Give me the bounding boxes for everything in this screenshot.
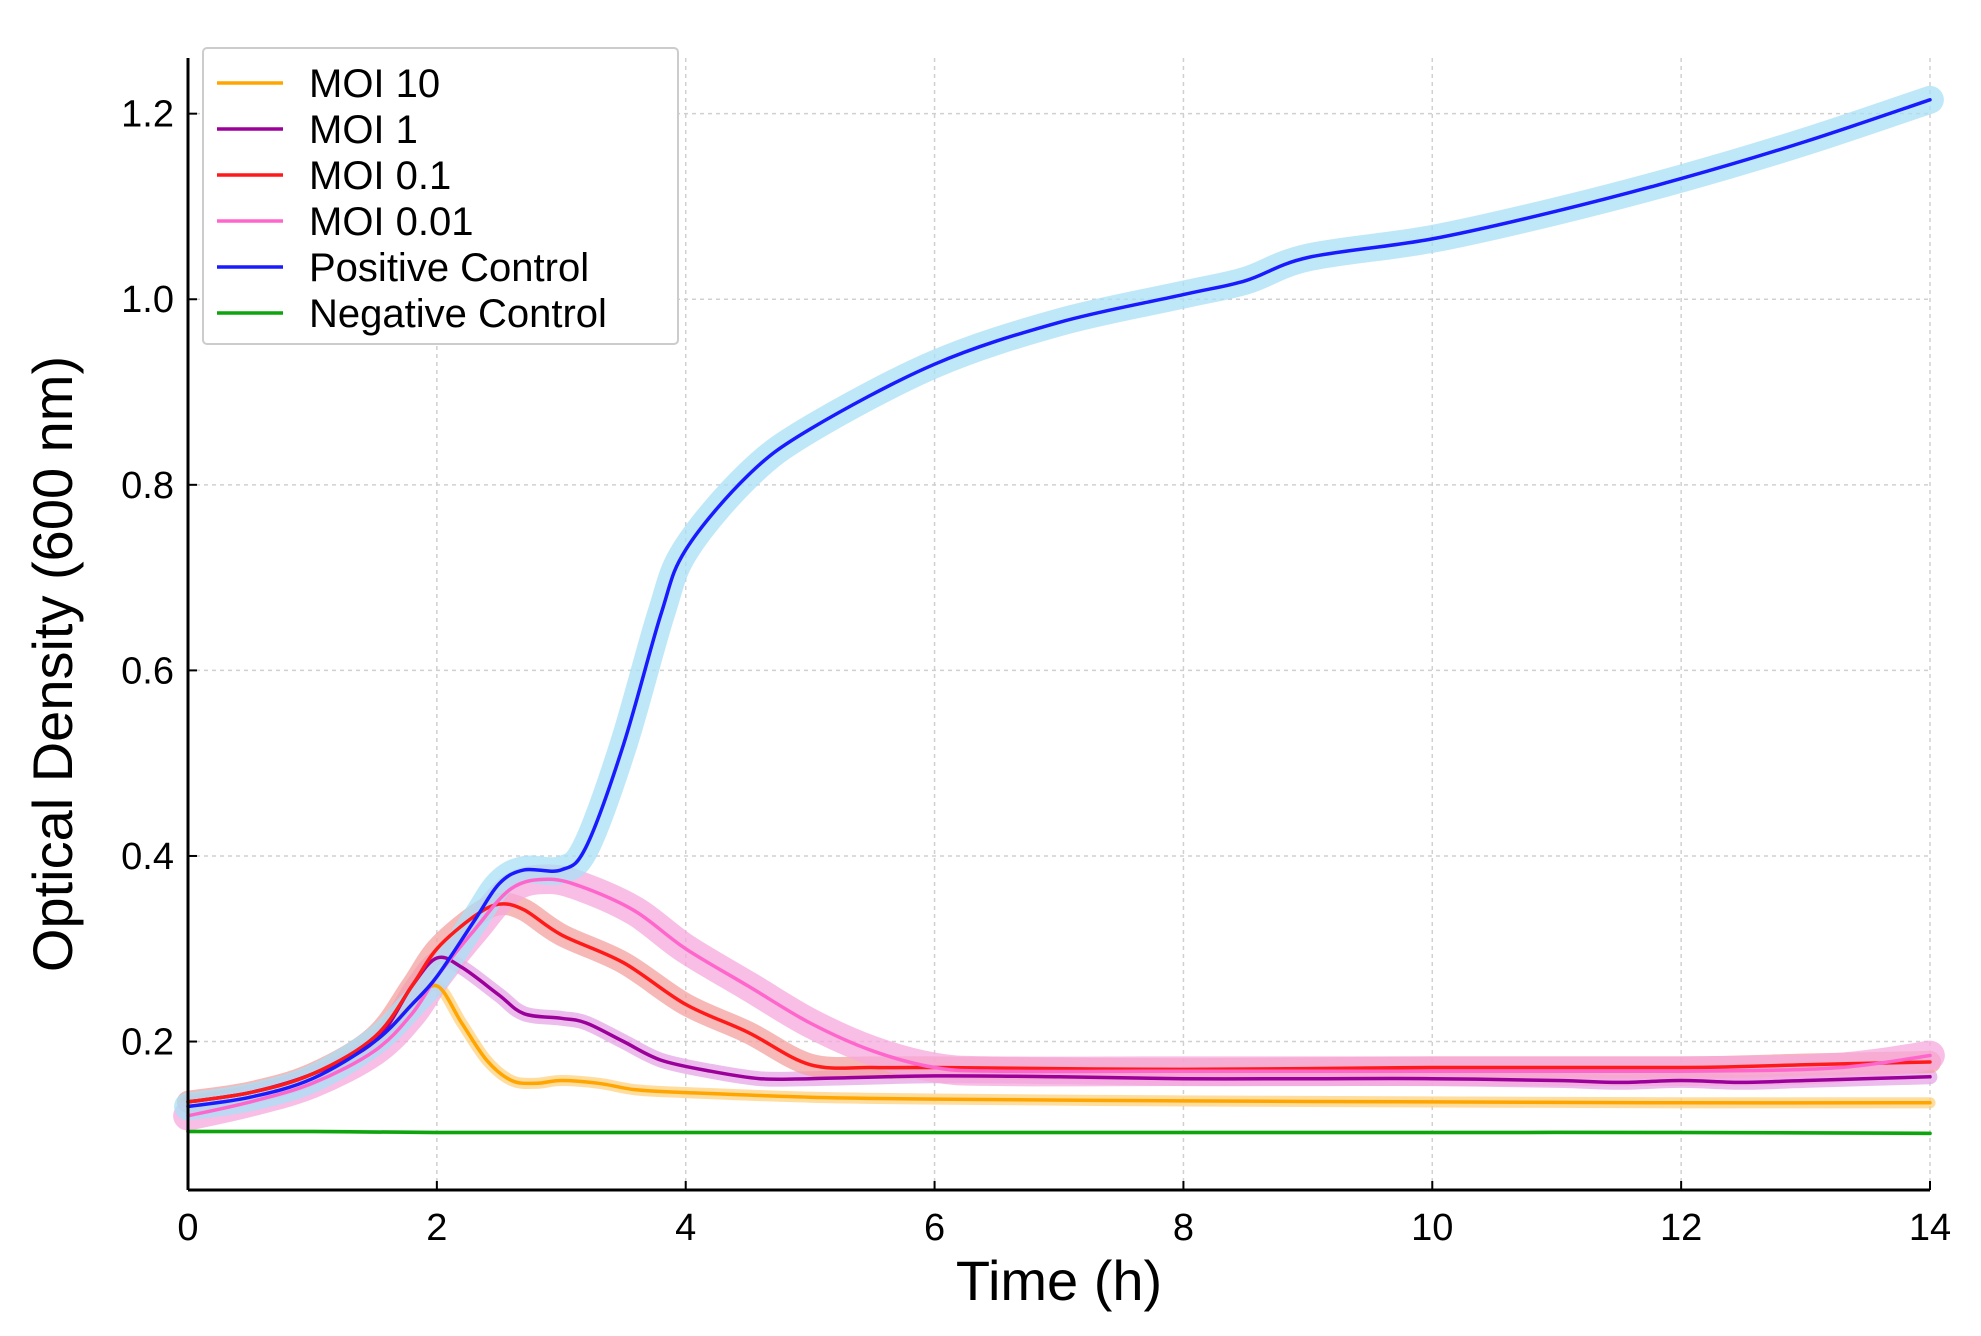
y-tick-label: 1.0 bbox=[121, 279, 174, 321]
legend-label-2: MOI 0.1 bbox=[309, 154, 451, 198]
x-tick-label: 12 bbox=[1660, 1207, 1702, 1249]
series-line-4 bbox=[186, 98, 1932, 1109]
x-tick-label: 10 bbox=[1411, 1207, 1453, 1249]
axes bbox=[186, 58, 1930, 1192]
series-line-2 bbox=[186, 902, 1932, 1104]
x-tick-label: 14 bbox=[1909, 1207, 1951, 1249]
series-line-1 bbox=[186, 955, 1932, 1104]
x-tick-label: 0 bbox=[177, 1207, 198, 1249]
x-tick-label: 6 bbox=[924, 1207, 945, 1249]
y-tick-label: 1.2 bbox=[121, 94, 174, 136]
legend-label-0: MOI 10 bbox=[309, 62, 440, 106]
y-tick-label: 0.4 bbox=[121, 836, 174, 878]
legend-label-1: MOI 1 bbox=[309, 108, 418, 152]
y-tick-label: 0.8 bbox=[121, 465, 174, 507]
x-axis-title: Time (h) bbox=[956, 1249, 1162, 1312]
x-tick-label: 4 bbox=[675, 1207, 696, 1249]
y-tick-label: 0.2 bbox=[121, 1022, 174, 1064]
legend-label-3: MOI 0.01 bbox=[309, 200, 474, 244]
legend-box bbox=[202, 47, 679, 345]
y-tick-label: 0.6 bbox=[121, 650, 174, 692]
series-lines bbox=[186, 98, 1932, 1136]
x-tick-label: 8 bbox=[1173, 1207, 1194, 1249]
series-line-3 bbox=[186, 877, 1932, 1118]
legend-label-5: Negative Control bbox=[309, 292, 607, 336]
legend-label-4: Positive Control bbox=[309, 246, 589, 290]
x-tick-label: 2 bbox=[426, 1207, 447, 1249]
series-line-5 bbox=[186, 1129, 1932, 1136]
y-axis-title: Optical Density (600 nm) bbox=[21, 356, 84, 972]
ticks: 0 2 4 6 8 10 12 14 0.2 0.4 0.6 0.8 1.0 1.2 bbox=[121, 94, 1951, 1249]
